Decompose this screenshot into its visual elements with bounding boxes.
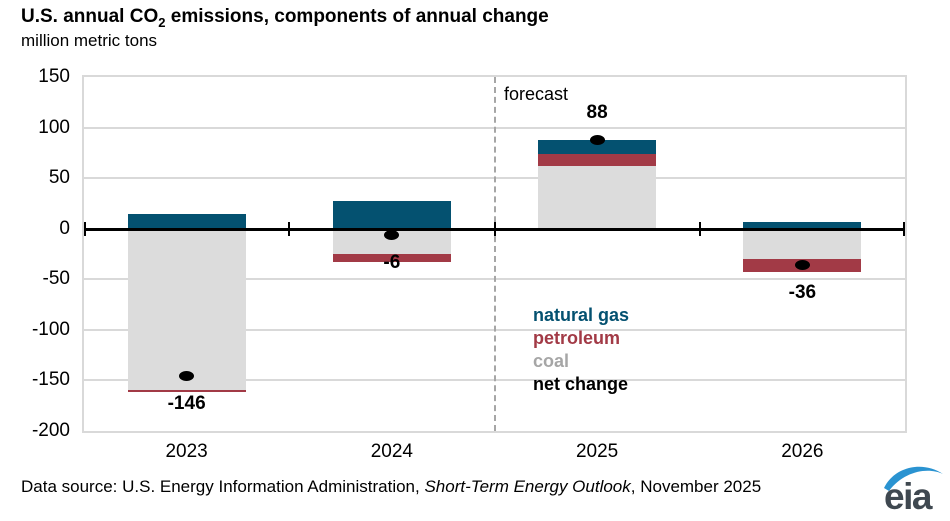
data-source-date: , November 2025	[630, 477, 762, 496]
data-source-publication: Short-Term Energy Outlook	[424, 477, 631, 496]
bar-segment-petroleum	[538, 153, 657, 166]
bar-segment-natural-gas	[127, 213, 246, 229]
bar-segment-natural-gas	[332, 201, 451, 229]
net-change-dot	[179, 371, 195, 382]
zero-axis-tick	[84, 221, 86, 236]
data-source-text: Data source: U.S. Energy Information Adm…	[21, 477, 425, 496]
net-change-dot	[384, 229, 400, 240]
y-axis-label: -100	[31, 318, 70, 340]
bar-segment-petroleum	[332, 254, 451, 263]
net-change-dot	[794, 260, 810, 271]
eia-logo-text: eia	[884, 476, 933, 515]
net-change-data-label: 88	[586, 101, 608, 123]
y-axis-label: 150	[38, 66, 70, 87]
y-axis: 150 100 50 0 -50 -100 -150 -200	[0, 66, 74, 441]
chart-units-label: million metric tons	[21, 31, 158, 50]
bar-segment-coal	[743, 228, 862, 260]
y-axis-label: 100	[38, 116, 70, 138]
data-source-note: Data source: U.S. Energy Information Adm…	[21, 477, 761, 497]
bar-segment-natural-gas	[743, 221, 862, 229]
zero-axis-tick	[698, 221, 701, 236]
forecast-divider-line	[493, 77, 496, 431]
y-axis-label: 0	[59, 217, 70, 239]
net-change-dot	[589, 134, 605, 145]
bar-segment-coal	[538, 166, 657, 229]
x-axis: 2023 2024 2025 2026	[84, 441, 905, 465]
chart-title-subscript: 2	[158, 14, 166, 30]
eia-logo: eia	[884, 466, 943, 515]
legend-item-petroleum: petroleum	[533, 328, 621, 348]
chart-legend: natural gas petroleum coal net change	[533, 304, 629, 396]
chart-title-text-2: emissions, components of annual change	[165, 6, 549, 27]
net-change-data-label: -6	[383, 251, 401, 273]
x-axis-label: 2024	[370, 441, 414, 462]
bar-segment-coal	[127, 228, 246, 390]
bar-segment-petroleum	[127, 389, 246, 392]
x-axis-label: 2023	[165, 441, 208, 462]
legend-item-coal: coal	[533, 351, 570, 371]
legend-item-natural-gas: natural gas	[533, 305, 630, 325]
chart-title: U.S. annual CO2 emissions, components of…	[21, 6, 549, 30]
y-axis-label: -150	[31, 369, 70, 391]
legend-item-net-change: net change	[533, 374, 629, 394]
x-axis-label: 2025	[575, 441, 619, 462]
chart-title-text: U.S. annual CO	[21, 6, 159, 27]
x-axis-label: 2026	[781, 441, 824, 462]
eia-logo-swoosh-icon	[884, 466, 943, 491]
y-axis-label: -200	[31, 420, 70, 441]
plot-area: -146 -6 88 -36	[82, 75, 907, 433]
y-axis-label: 50	[48, 167, 70, 189]
y-axis-label: -50	[42, 268, 70, 290]
forecast-label: forecast	[504, 84, 569, 104]
bar-segment-natural-gas	[538, 139, 657, 154]
zero-axis-tick	[903, 221, 905, 236]
net-change-data-label: -146	[167, 393, 206, 415]
zero-axis-tick	[288, 221, 291, 236]
net-change-data-label: -36	[788, 282, 817, 304]
zero-axis-tick	[493, 221, 496, 236]
